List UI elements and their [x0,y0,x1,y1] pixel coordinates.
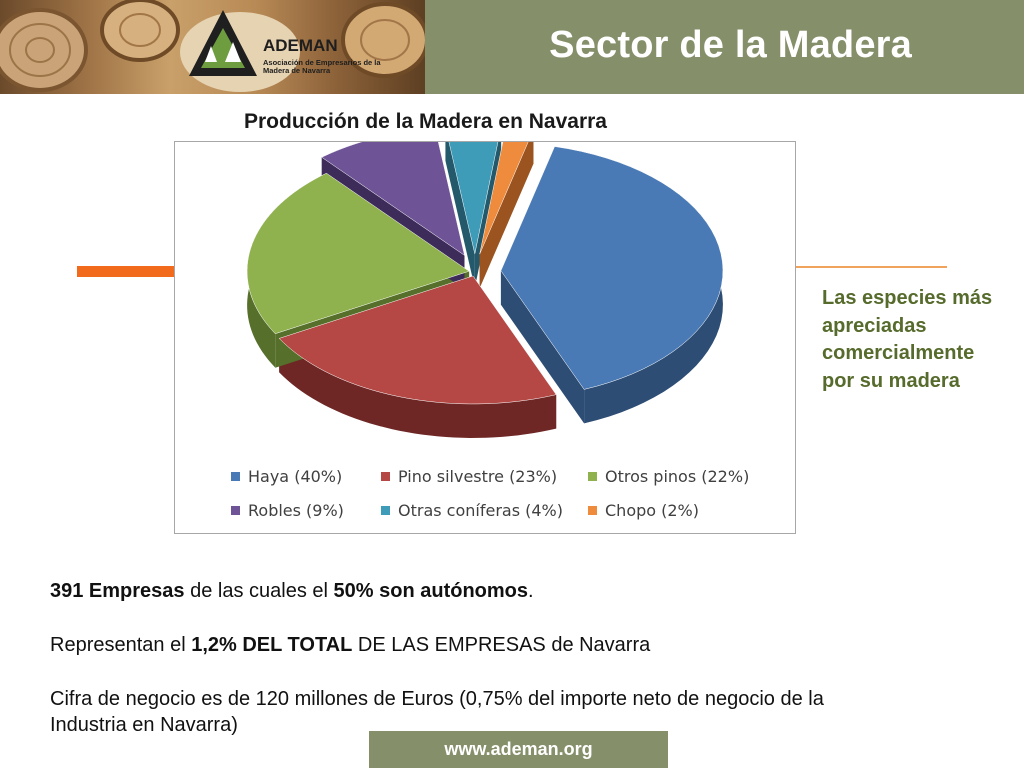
legend-item-1: Pino silvestre (23%) [381,467,557,486]
legend-label-2: Otros pinos (22%) [605,467,750,486]
footer-band: www.ademan.org [369,731,668,768]
legend-item-3: Robles (9%) [231,501,344,520]
accent-bar-left [77,266,174,277]
side-note: Las especies más apreciadas comercialmen… [822,287,993,392]
chart-frame: Haya (40%) Pino silvestre (23%) Otros pino… [174,125,796,534]
pie-slice-wall-5-1 [479,129,534,289]
legend-swatch-5 [588,506,597,515]
header-band: Sector de la Madera [425,0,1024,94]
pie-chart [246,125,724,438]
pie-slice-2 [246,172,470,334]
legend-label-5: Chopo (2%) [605,501,699,520]
website-link[interactable]: www.ademan.org [444,739,593,759]
pie-slice-wall-4-0 [445,126,475,288]
pie-slice-1 [278,275,557,405]
pie-slice-0 [500,146,724,390]
header-photo: ADEMAN Asociación de Empresarios de la M… [0,0,425,94]
legend-label-1: Pino silvestre (23%) [398,467,558,486]
legend-item-2: Otros pinos (22%) [588,467,749,486]
legend-item-0: Haya (40%) [231,467,342,486]
stats-line-1: 391 Empresas de las cuales el 50% son au… [50,580,534,602]
accent-line-right [796,266,947,268]
empresas-count: 391 Empresas [50,580,185,602]
tree-triangle-icon [189,10,257,76]
legend-label-0: Haya (40%) [248,467,343,486]
legend-swatch-4 [381,506,390,515]
stats-line-2: Representan el 1,2% DEL TOTAL DE LAS EMP… [50,634,651,656]
legend-swatch-0 [231,472,240,481]
legend-swatch-2 [588,472,597,481]
legend-label-3: Robles (9%) [248,501,344,520]
page-title: Sector de la Madera [549,24,912,66]
legend-item-5: Chopo (2%) [588,501,699,520]
legend-label-4: Otras coníferas (4%) [398,501,563,520]
pie-slice-wall-0-1 [500,270,585,424]
pie-slice-side-1 [279,338,557,438]
legend-swatch-3 [231,506,240,515]
stats-line-4: Industria en Navarra) [50,714,238,736]
ademan-logo: ADEMAN Asociación de Empresarios de la M… [183,6,383,86]
chart-title: Producción de la Madera en Navarra [244,110,607,133]
legend-swatch-1 [381,472,390,481]
legend-item-4: Otras coníferas (4%) [381,501,563,520]
logo-subtitle: Asociación de Empresarios de la Madera d… [263,58,381,75]
logo-name: ADEMAN [263,36,338,55]
stats-line-3: Cifra de negocio es de 120 millones de E… [50,688,824,710]
